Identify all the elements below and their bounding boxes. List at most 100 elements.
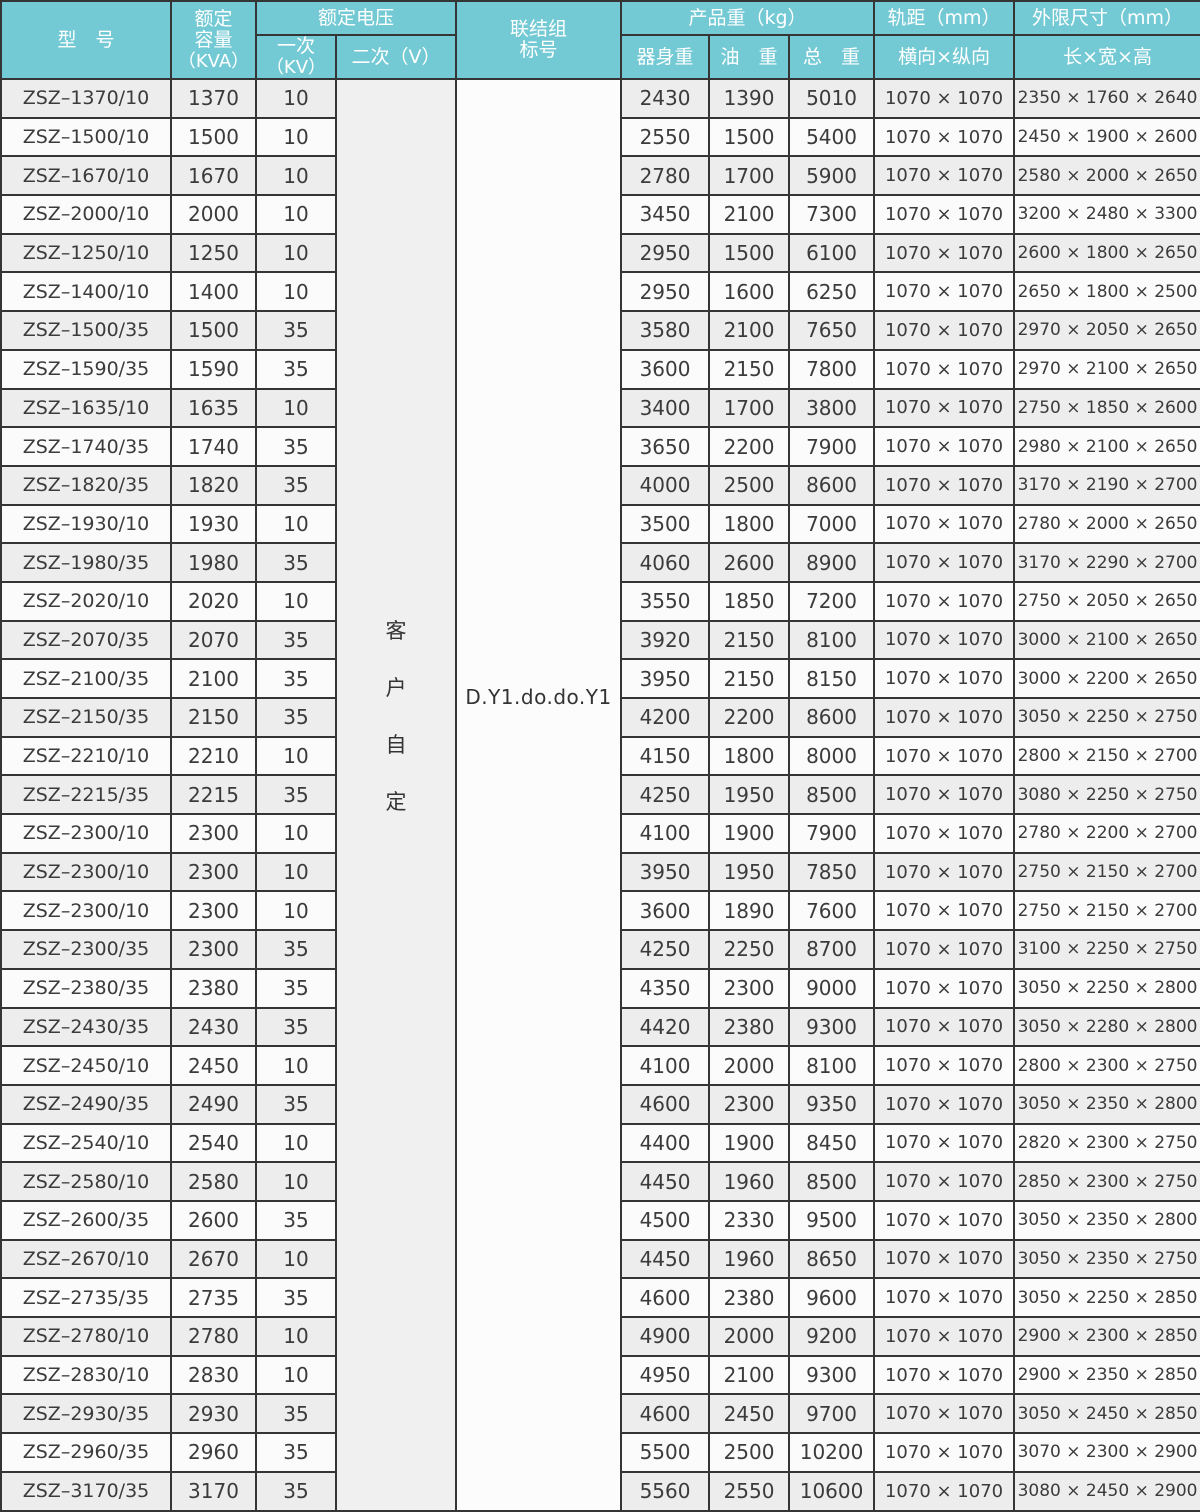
secondary-voltage-value: 客户自定 xyxy=(338,615,454,816)
primary-voltage-cell: 10 xyxy=(255,1316,337,1357)
total-weight-cell: 9500 xyxy=(788,1199,876,1241)
table-row: ZSZ–2300/35 2300 35 4250 2250 8700 1070 × 1070… xyxy=(0,929,1200,970)
primary-voltage-cell: 35 xyxy=(255,697,337,738)
header-oil-weight: 油 重 xyxy=(708,34,791,80)
gauge-cell: 1070 × 1070 xyxy=(873,426,1016,467)
body-weight-cell: 4600 xyxy=(620,1277,711,1318)
total-weight-cell: 8500 xyxy=(788,774,876,816)
oil-weight-cell: 2100 xyxy=(708,1354,791,1396)
dimensions-cell: 2600 × 1800 × 2650 xyxy=(1013,232,1200,274)
body-weight-cell: 4250 xyxy=(620,929,711,970)
primary-voltage-cell: 10 xyxy=(255,890,337,932)
table-row: ZSZ–2070/35 2070 35 3920 2150 8100 1070 × 1070… xyxy=(0,619,1200,661)
gauge-cell: 1070 × 1070 xyxy=(873,774,1016,816)
table-row: ZSZ–1370/10 1370 10 客户自定 D.Y1.do.do.Y1 2430 13… xyxy=(0,78,1200,1512)
dimensions-cell: 2580 × 2000 × 2650 xyxy=(1013,155,1200,197)
model-cell: ZSZ–2830/10 xyxy=(0,1354,172,1396)
primary-voltage-cell: 35 xyxy=(255,619,337,661)
gauge-cell: 1070 × 1070 xyxy=(873,387,1016,429)
oil-weight-cell: 1800 xyxy=(708,735,791,777)
primary-voltage-cell: 10 xyxy=(255,735,337,777)
dimensions-cell: 2820 × 2300 × 2750 xyxy=(1013,1122,1200,1164)
capacity-cell: 2580 xyxy=(170,1161,257,1202)
total-weight-cell: 6250 xyxy=(788,271,876,313)
primary-voltage-cell: 10 xyxy=(255,1161,337,1202)
oil-weight-cell: 1500 xyxy=(708,232,791,274)
oil-weight-cell: 1850 xyxy=(708,580,791,622)
oil-weight-cell: 1950 xyxy=(708,851,791,893)
dimensions-cell: 3000 × 2100 × 2650 xyxy=(1013,619,1200,661)
header-primary-line1: 一次 xyxy=(276,35,315,57)
primary-voltage-cell: 35 xyxy=(255,1083,337,1125)
table-row: ZSZ–2300/10 2300 10 4100 1900 7900 1070 × 1070… xyxy=(0,813,1200,854)
table-row: ZSZ–2150/35 2150 35 4200 2200 8600 1070 × 1070… xyxy=(0,697,1200,738)
model-cell: ZSZ–2215/35 xyxy=(0,774,172,816)
model-cell: ZSZ–1930/10 xyxy=(0,503,172,545)
model-cell: ZSZ–1980/35 xyxy=(0,542,172,583)
body-weight-cell: 4250 xyxy=(620,774,711,816)
oil-weight-cell: 1890 xyxy=(708,890,791,932)
oil-weight-cell: 2250 xyxy=(708,929,791,970)
table-row: ZSZ–2930/35 2930 35 4600 2450 9700 1070 × 1070… xyxy=(0,1393,1200,1435)
total-weight-cell: 7000 xyxy=(788,503,876,545)
gauge-cell: 1070 × 1070 xyxy=(873,271,1016,313)
table-row: ZSZ–1820/35 1820 35 4000 2500 8600 1070 × 1070… xyxy=(0,464,1200,506)
gauge-cell: 1070 × 1070 xyxy=(873,194,1016,235)
gauge-cell: 1070 × 1070 xyxy=(873,232,1016,274)
header-rated-voltage-group: 额定电压 xyxy=(254,0,458,36)
oil-weight-cell: 2000 xyxy=(708,1045,791,1086)
dimensions-cell: 3050 × 2250 × 2800 xyxy=(1013,967,1200,1009)
capacity-cell: 2020 xyxy=(170,580,257,622)
primary-voltage-cell: 10 xyxy=(255,580,337,622)
table-row: ZSZ–2210/10 2210 10 4150 1800 8000 1070 × 1070… xyxy=(0,735,1200,777)
primary-voltage-cell: 35 xyxy=(255,774,337,816)
capacity-cell: 2070 xyxy=(170,619,257,661)
body-weight-cell: 2430 xyxy=(620,78,711,119)
gauge-cell: 1070 × 1070 xyxy=(873,1393,1016,1435)
total-weight-cell: 8150 xyxy=(788,658,876,699)
gauge-cell: 1070 × 1070 xyxy=(873,1432,1016,1473)
header-connection-line1: 联结组 xyxy=(510,18,568,40)
total-weight-cell: 7900 xyxy=(788,813,876,854)
body-weight-cell: 3950 xyxy=(620,658,711,699)
model-cell: ZSZ–2580/10 xyxy=(0,1161,172,1202)
total-weight-cell: 7300 xyxy=(788,194,876,235)
capacity-cell: 1370 xyxy=(170,78,257,119)
model-cell: ZSZ–2070/35 xyxy=(0,619,172,661)
gauge-cell: 1070 × 1070 xyxy=(873,658,1016,699)
primary-voltage-cell: 35 xyxy=(255,1006,337,1048)
total-weight-cell: 7800 xyxy=(788,348,876,390)
model-cell: ZSZ–2000/10 xyxy=(0,194,172,235)
model-cell: ZSZ–2780/10 xyxy=(0,1316,172,1357)
body-weight-cell: 2950 xyxy=(620,232,711,274)
gauge-cell: 1070 × 1070 xyxy=(873,542,1016,583)
gauge-cell: 1070 × 1070 xyxy=(873,929,1016,970)
table-row: ZSZ–2780/10 2780 10 4900 2000 9200 1070 × 1070… xyxy=(0,1316,1200,1357)
dimensions-cell: 2900 × 2350 × 2850 xyxy=(1013,1354,1200,1396)
primary-voltage-cell: 10 xyxy=(255,155,337,197)
primary-voltage-cell: 35 xyxy=(255,1277,337,1318)
table-row: ZSZ–2020/10 2020 10 3550 1850 7200 1070 × 1070… xyxy=(0,580,1200,622)
capacity-cell: 2430 xyxy=(170,1006,257,1048)
model-cell: ZSZ–1670/10 xyxy=(0,155,172,197)
total-weight-cell: 3800 xyxy=(788,387,876,429)
dimensions-cell: 3050 × 2250 × 2850 xyxy=(1013,1277,1200,1318)
gauge-cell: 1070 × 1070 xyxy=(873,1083,1016,1125)
body-weight-cell: 3600 xyxy=(620,890,711,932)
primary-voltage-cell: 35 xyxy=(255,1470,337,1512)
model-cell: ZSZ–2960/35 xyxy=(0,1432,172,1473)
model-cell: ZSZ–2540/10 xyxy=(0,1122,172,1164)
total-weight-cell: 7200 xyxy=(788,580,876,622)
table-row: ZSZ–2300/10 2300 10 3950 1950 7850 1070 × 1070… xyxy=(0,851,1200,893)
total-weight-cell: 9000 xyxy=(788,967,876,1009)
model-cell: ZSZ–2430/35 xyxy=(0,1006,172,1048)
dimensions-cell: 3050 × 2350 × 2800 xyxy=(1013,1199,1200,1241)
capacity-cell: 3170 xyxy=(170,1470,257,1512)
oil-weight-cell: 1900 xyxy=(708,813,791,854)
table-row: ZSZ–2430/35 2430 35 4420 2380 9300 1070 × 1070… xyxy=(0,1006,1200,1048)
primary-voltage-cell: 10 xyxy=(255,1122,337,1164)
model-cell: ZSZ–2100/35 xyxy=(0,658,172,699)
capacity-cell: 2150 xyxy=(170,697,257,738)
dimensions-cell: 2800 × 2150 × 2700 xyxy=(1013,735,1200,777)
oil-weight-cell: 1960 xyxy=(708,1161,791,1202)
